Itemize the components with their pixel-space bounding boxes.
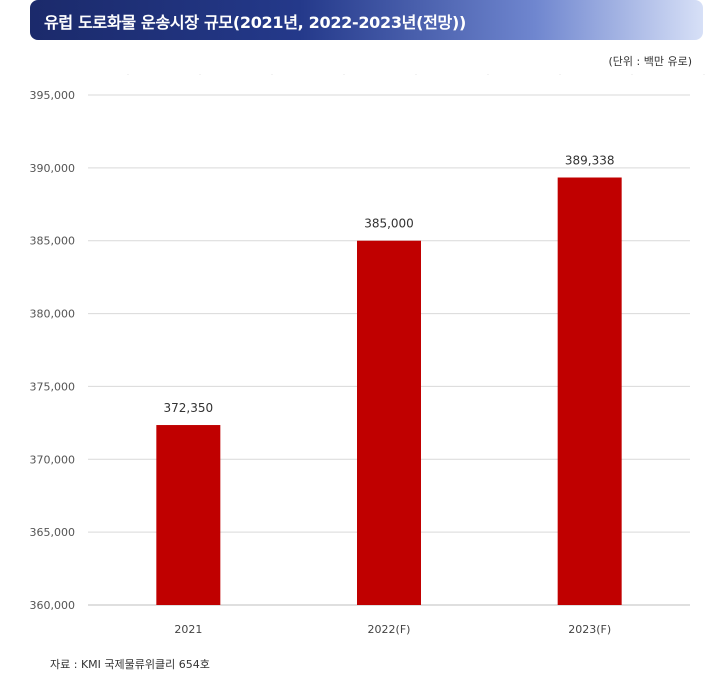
x-tick-label: 2023(F) [568,623,611,636]
y-tick-label: 385,000 [30,235,76,248]
y-tick-label: 390,000 [30,162,76,175]
y-tick-label: 360,000 [30,599,76,612]
data-label: 385,000 [364,217,414,231]
data-label: 372,350 [164,401,214,415]
bar [357,240,421,605]
bar [557,177,622,606]
y-tick-label: 375,000 [30,380,76,393]
y-tick-label: 370,000 [30,453,76,466]
bar [156,425,221,605]
source-note: 자료 : KMI 국제물류위클리 654호 [50,658,210,671]
x-tick-label: 2022(F) [368,623,411,636]
unit-note: (단위 : 백만 유로) [608,55,693,68]
y-tick-label: 380,000 [30,308,76,321]
title-bar: 유럽 도로화물 운송시장 규모(2021년, 2022-2023년(전망)) [30,0,703,40]
y-tick-label: 395,000 [30,89,76,102]
y-tick-label: 365,000 [30,526,76,539]
x-tick-label: 2021 [174,623,202,636]
chart-title: 유럽 도로화물 운송시장 규모(2021년, 2022-2023년(전망)) [44,13,466,32]
data-label: 389,338 [565,154,615,168]
